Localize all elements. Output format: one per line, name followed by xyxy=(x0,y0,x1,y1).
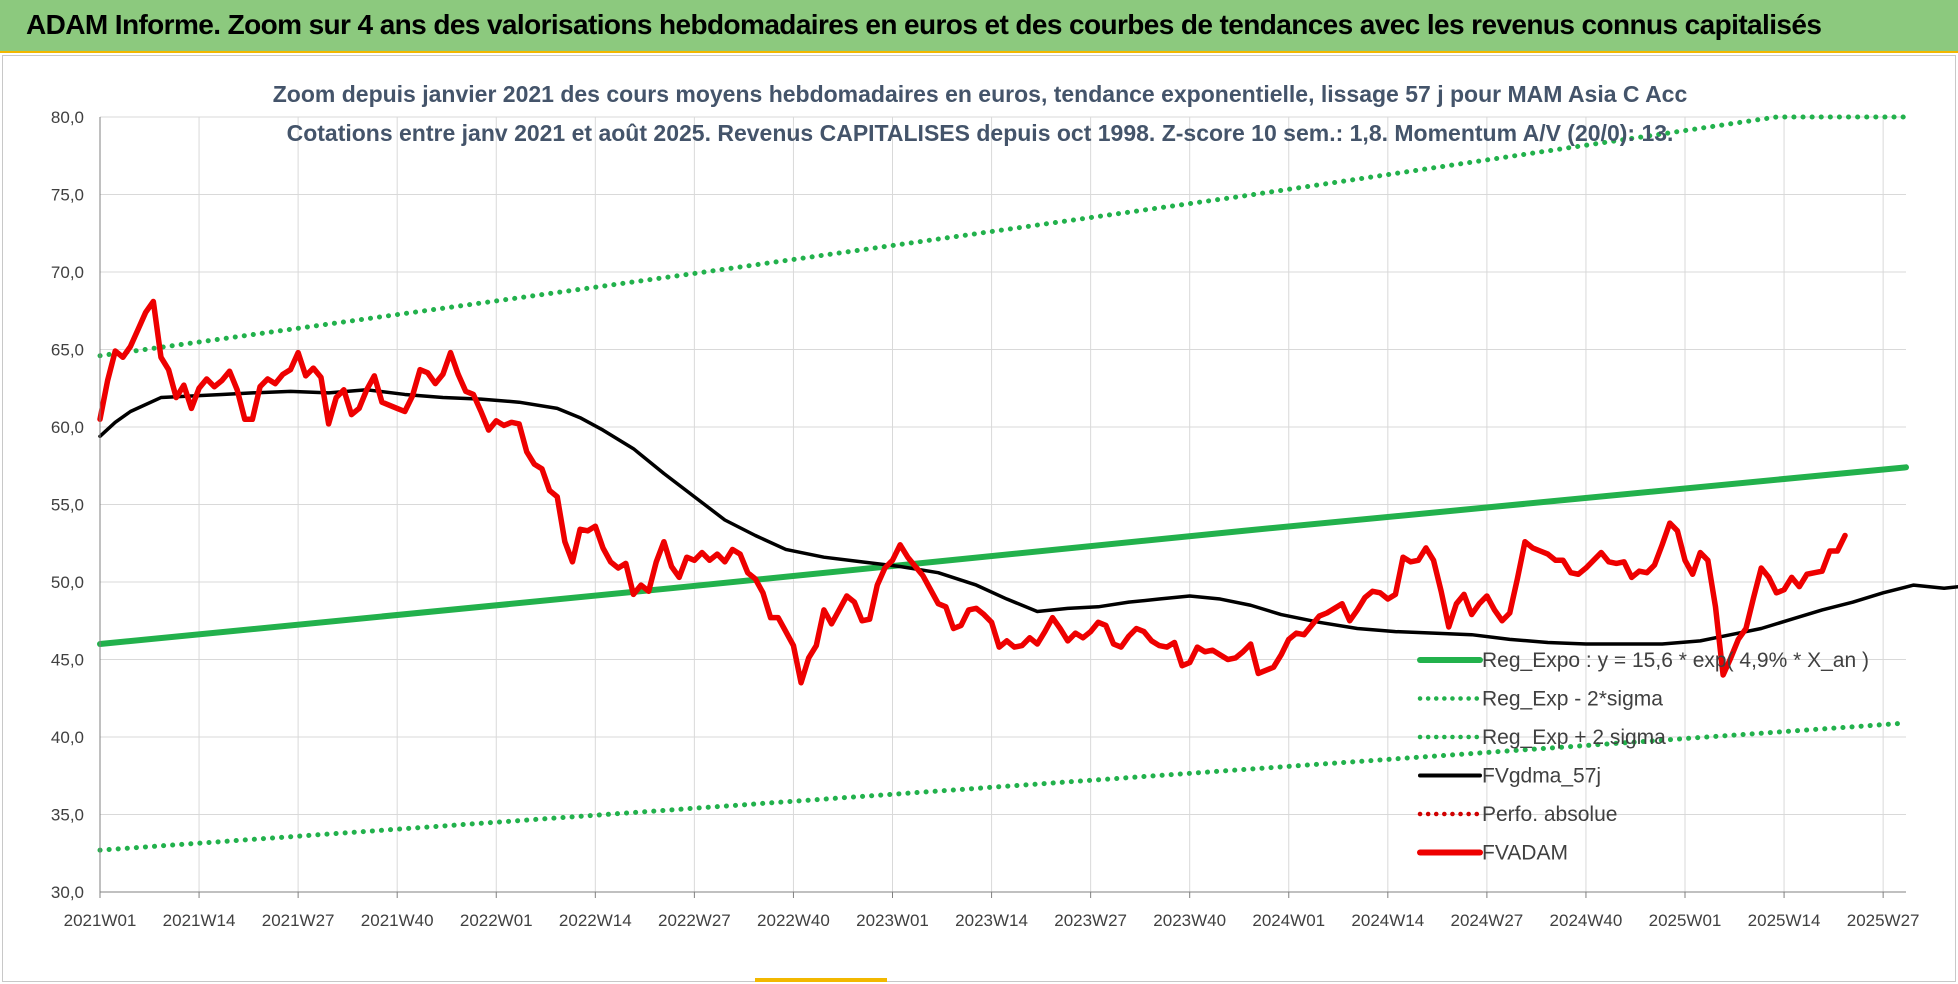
chart-frame xyxy=(2,55,1956,982)
y-tick-label: 40,0 xyxy=(51,728,84,747)
x-tick-label: 2021W01 xyxy=(64,911,137,930)
chart-legend: Reg_Expo : y = 15,6 * exp( 4,9% * X_an )… xyxy=(1417,649,1869,865)
x-tick-label: 2024W14 xyxy=(1351,911,1424,930)
chart-grid xyxy=(99,116,1906,893)
x-tick-label: 2024W27 xyxy=(1450,911,1523,930)
legend-label: FVADAM xyxy=(1482,842,1568,865)
chart-title-line1: Zoom depuis janvier 2021 des cours moyen… xyxy=(273,81,1688,107)
y-tick-label: 30,0 xyxy=(51,883,84,902)
x-tick-label: 2024W01 xyxy=(1252,911,1325,930)
x-tick-label: 2023W14 xyxy=(955,911,1028,930)
y-tick-label: 60,0 xyxy=(51,418,84,437)
reg-expo-line xyxy=(97,464,1909,647)
x-tick-label: 2023W27 xyxy=(1054,911,1127,930)
chart-series xyxy=(97,114,1958,853)
x-tick-label: 2022W40 xyxy=(757,911,830,930)
y-tick-label: 35,0 xyxy=(51,806,84,825)
y-tick-label: 70,0 xyxy=(51,263,84,282)
legend-label: Reg_Exp + 2 sigma xyxy=(1482,726,1666,749)
x-tick-label: 2022W27 xyxy=(658,911,731,930)
x-tick-label: 2021W14 xyxy=(163,911,236,930)
legend-label: Reg_Exp - 2*sigma xyxy=(1482,688,1663,711)
x-tick-label: 2023W01 xyxy=(856,911,929,930)
x-tick-label: 2021W40 xyxy=(361,911,434,930)
y-tick-label: 55,0 xyxy=(51,496,84,515)
x-tick-label: 2023W40 xyxy=(1153,911,1226,930)
sheet-tab-marker xyxy=(755,978,887,982)
y-tick-label: 80,0 xyxy=(51,108,84,127)
fvadam-line xyxy=(97,298,1848,686)
y-tick-label: 75,0 xyxy=(51,186,84,205)
legend-label: FVgdma_57j xyxy=(1482,765,1601,788)
header-bar: ADAM Informe. Zoom sur 4 ans des valoris… xyxy=(0,0,1958,53)
legend-label: Perfo. absolue xyxy=(1482,803,1617,826)
y-tick-label: 50,0 xyxy=(51,573,84,592)
y-tick-label: 65,0 xyxy=(51,341,84,360)
chart-axes: 30,0 35,0 40,0 45,0 50,0 55,0 60,0 65,0 70,0 75,0… xyxy=(51,108,1920,930)
x-tick-label: 2025W14 xyxy=(1748,911,1821,930)
x-tick-label: 2022W14 xyxy=(559,911,632,930)
page-title: ADAM Informe. Zoom sur 4 ans des valoris… xyxy=(26,9,1822,40)
x-tick-label: 2025W27 xyxy=(1847,911,1920,930)
legend-label: Reg_Expo : y = 15,6 * exp( 4,9% * X_an ) xyxy=(1482,649,1869,672)
x-tick-label: 2021W27 xyxy=(262,911,335,930)
y-tick-label: 45,0 xyxy=(51,651,84,670)
x-tick-label: 2025W01 xyxy=(1649,911,1722,930)
x-tick-label: 2024W40 xyxy=(1550,911,1623,930)
fvgdma-57j-line xyxy=(98,388,1958,646)
x-tick-label: 2022W01 xyxy=(460,911,533,930)
chart-title-line2: Cotations entre janv 2021 et août 2025. … xyxy=(287,120,1674,146)
reg-exp-plus-2sigma-line xyxy=(97,114,1909,359)
